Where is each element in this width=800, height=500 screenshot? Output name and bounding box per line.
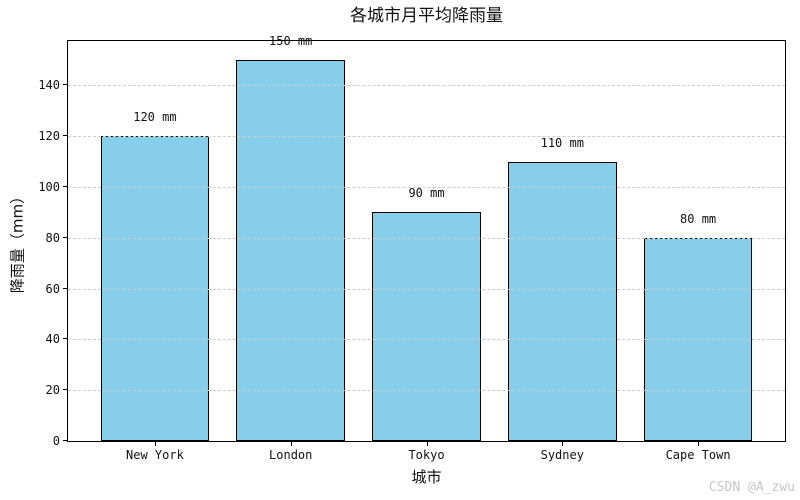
gridline-100 xyxy=(68,187,785,189)
bar-value-label: 150 mm xyxy=(269,34,313,49)
y-tick-mark xyxy=(63,287,67,289)
gridline-80 xyxy=(68,237,785,239)
bar-cape-town xyxy=(643,237,753,441)
gridline-60 xyxy=(68,288,785,290)
bar-london xyxy=(236,60,345,441)
x-tick-mark xyxy=(426,442,428,446)
y-tick-label: 20 xyxy=(45,383,60,398)
y-tick-mark xyxy=(63,236,67,238)
gridline-120 xyxy=(68,136,785,138)
x-axis-label: 城市 xyxy=(411,468,442,486)
x-tick-label: New York xyxy=(126,448,184,462)
gridline-140 xyxy=(68,85,785,87)
y-axis-label: 降雨量（mm） xyxy=(8,188,27,294)
x-tick-mark xyxy=(154,442,156,446)
y-tick-label: 140 xyxy=(38,78,60,93)
bar-tokyo xyxy=(372,212,481,441)
y-tick-label: 120 xyxy=(38,129,60,144)
y-tick-mark xyxy=(63,440,67,441)
x-tick-label: London xyxy=(269,448,313,462)
y-tick-mark xyxy=(63,338,67,340)
y-tick-label: 100 xyxy=(38,180,60,195)
watermark: CSDN @A_zwu xyxy=(708,480,795,495)
x-tick-mark xyxy=(562,442,564,446)
x-tick-label: Cape Town xyxy=(665,448,731,462)
bar-sydney xyxy=(507,161,617,441)
gridline-40 xyxy=(68,339,785,341)
gridline-20 xyxy=(68,390,785,392)
x-tick-mark xyxy=(290,442,292,446)
bar-value-label: 110 mm xyxy=(540,135,584,150)
bar-value-label: 80 mm xyxy=(680,211,717,226)
y-tick-label: 80 xyxy=(45,230,60,245)
x-tick-label: Sydney xyxy=(540,448,584,462)
bar-value-label: 120 mm xyxy=(133,110,177,125)
plot-area: 120 mm New York 150 mm London 90 mm Tokyo 110 … xyxy=(38,34,786,462)
x-tick-label: Tokyo xyxy=(408,448,445,462)
y-tick-mark xyxy=(63,389,67,391)
y-tick-mark xyxy=(63,135,67,137)
chart-title: 各城市月平均降雨量 xyxy=(350,6,503,26)
y-tick-mark xyxy=(63,186,67,188)
y-tick-label: 60 xyxy=(45,281,60,296)
bar-value-label: 90 mm xyxy=(408,186,445,201)
x-tick-mark xyxy=(698,442,700,446)
y-tick-mark xyxy=(63,84,67,86)
y-tick-label: 40 xyxy=(45,332,60,347)
y-tick-label: 0 xyxy=(52,434,60,448)
